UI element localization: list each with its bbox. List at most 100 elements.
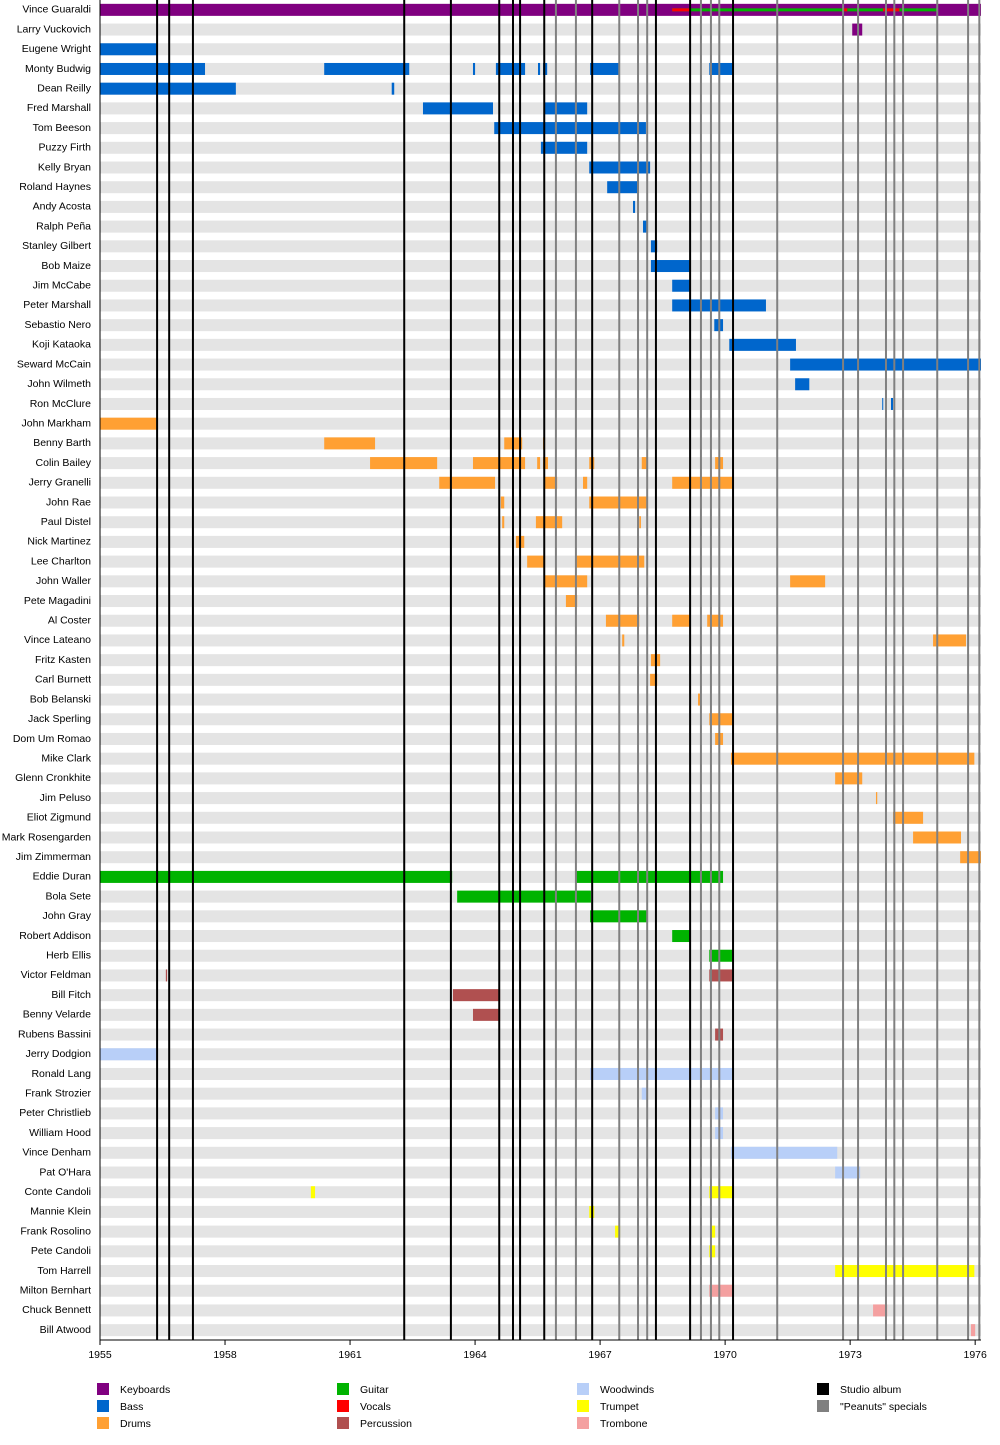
period-line <box>672 8 691 12</box>
x-tick-label: 1970 <box>713 1349 737 1361</box>
period-bar <box>709 1284 734 1297</box>
period-bar <box>672 476 734 489</box>
row-stripe <box>100 496 981 509</box>
x-tick-label: 1967 <box>588 1349 612 1361</box>
row-stripe <box>100 732 981 745</box>
x-tick-label: 1955 <box>88 1349 112 1361</box>
row-stripe <box>100 397 981 410</box>
member-label: Milton Bernhart <box>20 1285 91 1297</box>
period-bar <box>540 141 588 154</box>
legend-label: Guitar <box>360 1384 389 1396</box>
member-label: Jim Zimmerman <box>16 851 91 863</box>
period-bar <box>709 969 734 982</box>
period-bar <box>873 1304 888 1317</box>
period-bar <box>835 772 863 785</box>
legend-swatch <box>817 1400 829 1412</box>
member-label: Ronald Lang <box>31 1068 91 1080</box>
row-stripe <box>100 279 981 292</box>
period-bar <box>589 496 648 509</box>
member-label: Glenn Cronkhite <box>15 772 91 784</box>
legend-label: Vocals <box>360 1401 391 1413</box>
row-stripe <box>100 1107 981 1120</box>
member-label: Jerry Dodgion <box>26 1048 92 1060</box>
member-label: Benny Barth <box>33 437 91 449</box>
row-stripe <box>100 614 981 627</box>
row-stripe <box>100 1284 981 1297</box>
member-label: Fritz Kasten <box>35 654 91 666</box>
period-bar <box>565 595 578 608</box>
period-bar <box>605 614 640 627</box>
member-label: Pete Candoli <box>31 1245 91 1257</box>
row-stripe <box>100 1186 981 1199</box>
member-label: Nick Martinez <box>27 536 91 548</box>
row-stripe <box>100 634 981 647</box>
member-label: Colin Bailey <box>36 457 92 469</box>
member-label: Bill Fitch <box>51 989 91 1001</box>
period-bar <box>893 811 924 824</box>
member-label: Mark Rosengarden <box>2 831 91 843</box>
row-stripe <box>100 319 981 332</box>
row-stripe <box>100 102 981 115</box>
x-tick-label: 1958 <box>213 1349 237 1361</box>
member-label: Dean Reilly <box>37 82 91 94</box>
period-bar <box>543 457 549 470</box>
period-bar <box>544 575 588 588</box>
member-label: Mannie Klein <box>30 1206 91 1218</box>
row-stripe <box>100 260 981 273</box>
period-bar <box>452 989 501 1002</box>
period-bar <box>165 969 168 982</box>
member-label: Frank Rosolino <box>20 1225 91 1237</box>
row-stripe <box>100 1225 981 1238</box>
period-bar <box>527 555 546 568</box>
row-stripe <box>100 220 981 233</box>
row-stripe <box>100 141 981 154</box>
member-label: Vince Guaraldi <box>22 4 91 16</box>
row-stripe <box>100 476 981 489</box>
period-bar <box>970 1324 976 1337</box>
row-stripe <box>100 161 981 174</box>
row-stripe <box>100 1127 981 1140</box>
period-bar <box>439 476 496 489</box>
period-bar <box>457 890 591 903</box>
row-stripe <box>100 200 981 213</box>
member-label: Kelly Bryan <box>38 161 91 173</box>
period-bar <box>583 476 588 489</box>
period-bar <box>639 516 641 529</box>
member-label: Tom Harrell <box>37 1265 91 1277</box>
period-line <box>672 8 938 12</box>
period-bar <box>730 1146 838 1159</box>
row-stripe <box>100 654 981 667</box>
row-stripe <box>100 43 981 56</box>
member-label: Bola Sete <box>45 890 91 902</box>
row-stripe <box>100 1265 981 1278</box>
row-stripe <box>100 240 981 253</box>
period-bar <box>650 260 691 273</box>
member-label: Pete Magadini <box>24 595 91 607</box>
period-bar <box>537 62 541 75</box>
period-line <box>843 8 848 12</box>
period-bar <box>575 555 645 568</box>
period-bar <box>100 43 158 56</box>
member-label: Eliot Zigmund <box>27 812 91 824</box>
member-label: Ralph Peña <box>36 220 91 232</box>
period-bar <box>672 614 691 627</box>
period-bar <box>790 575 826 588</box>
period-bar <box>575 870 724 883</box>
member-label: Monty Budwig <box>25 63 91 75</box>
period-bar <box>544 476 558 489</box>
member-label: Peter Christlieb <box>19 1107 91 1119</box>
row-stripe <box>100 930 981 943</box>
period-bar <box>100 417 158 430</box>
row-stripe <box>100 1304 981 1317</box>
x-tick-label: 1964 <box>463 1349 487 1361</box>
member-label: Jerry Granelli <box>29 477 91 489</box>
period-bar <box>709 713 734 726</box>
period-bar <box>537 457 541 470</box>
member-label: Carl Burnett <box>35 674 91 686</box>
member-label: William Hood <box>29 1127 91 1139</box>
member-label: John Gray <box>43 910 92 922</box>
member-label: Sebastio Nero <box>24 319 91 331</box>
member-label: Peter Marshall <box>23 299 91 311</box>
period-bar <box>672 930 691 943</box>
period-bar <box>795 378 810 391</box>
